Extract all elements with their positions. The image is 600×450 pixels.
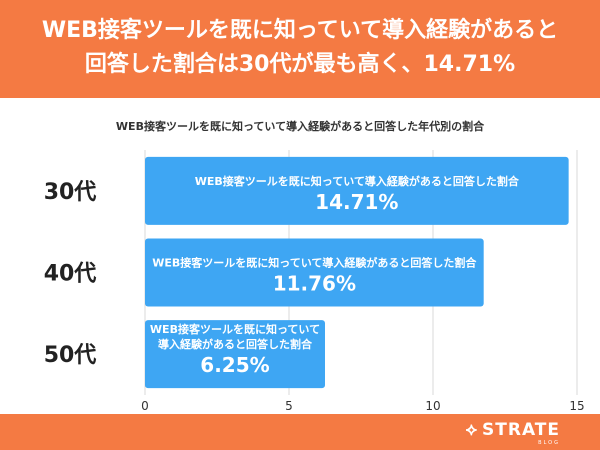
bar [145, 320, 325, 389]
x-tick-label: 0 [141, 399, 149, 413]
bar-description: WEB接客ツールを既に知っていて導入経験があると回答した割合 [152, 256, 477, 270]
footer-banner: ⟡ STRATE BLOG [0, 414, 600, 450]
data-label: 11.76% [273, 272, 356, 296]
category-label: 40代 [44, 262, 97, 287]
bar-description: WEB接客ツールを既に知っていて [150, 322, 320, 336]
bar [145, 238, 484, 307]
strate-logo: ⟡ STRATE BLOG [465, 420, 560, 446]
bar-description: WEB接客ツールを既に知っていて導入経験があると回答した割合 [195, 174, 520, 188]
bar [145, 156, 569, 225]
data-label: 6.25% [200, 353, 269, 377]
header-banner: WEB接客ツールを既に知っていて導入経験があると 回答した割合は30代が最も高く… [0, 0, 600, 98]
category-label: 30代 [44, 180, 97, 205]
data-label: 14.71% [315, 190, 398, 214]
x-tick-label: 5 [285, 399, 293, 413]
logo-text: STRATE [482, 420, 560, 440]
headline-line-1: WEB接客ツールを既に知っていて導入経験があると [41, 18, 559, 43]
x-tick-label: 15 [569, 399, 584, 413]
x-tick-label: 10 [425, 399, 440, 413]
chart-title: WEB接客ツールを既に知っていて導入経験があると回答した年代別の割合 [115, 120, 485, 133]
headline-line-2: 回答した割合は30代が最も高く、14.71% [84, 52, 516, 77]
bar-description: 導入経験があると回答した割合 [158, 337, 313, 351]
logo-sub-text: BLOG [538, 440, 560, 446]
strate-s-icon: ⟡ [465, 420, 479, 440]
category-label: 50代 [44, 343, 97, 368]
